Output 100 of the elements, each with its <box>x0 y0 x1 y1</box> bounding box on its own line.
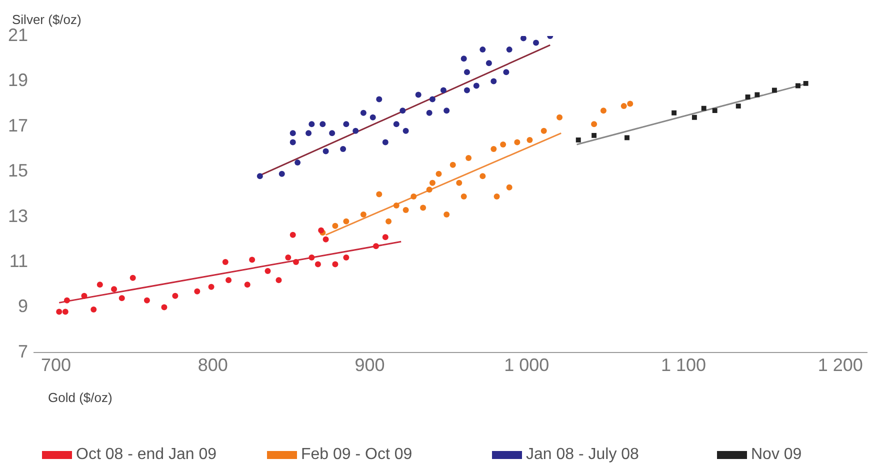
point <box>56 308 62 315</box>
point <box>520 36 526 42</box>
y-tick-label: 17 <box>8 115 28 136</box>
point <box>343 254 350 260</box>
point <box>111 286 118 292</box>
point <box>264 268 271 274</box>
point <box>526 136 533 143</box>
point <box>592 132 597 138</box>
x-tick-label: 1 200 <box>818 355 863 376</box>
point <box>480 173 486 180</box>
point <box>222 259 228 265</box>
point <box>473 82 480 89</box>
point <box>172 292 178 299</box>
point <box>318 227 324 234</box>
point <box>420 204 426 211</box>
point <box>343 218 350 224</box>
y-tick-label: 15 <box>8 160 28 181</box>
x-axis-title: Gold ($/oz) <box>48 390 112 405</box>
point <box>692 114 697 120</box>
legend-label: Nov 09 <box>751 446 802 464</box>
point <box>500 141 506 148</box>
point <box>440 87 446 94</box>
point <box>429 96 436 102</box>
point <box>290 139 296 146</box>
point <box>464 69 470 76</box>
point <box>410 193 417 200</box>
point <box>620 103 627 110</box>
point <box>450 162 456 168</box>
x-tick-label: 900 <box>354 355 385 376</box>
point <box>226 277 232 284</box>
point <box>402 207 409 214</box>
point <box>460 193 467 200</box>
point <box>370 114 376 120</box>
point <box>64 297 70 304</box>
point <box>415 92 422 98</box>
point <box>276 277 282 284</box>
point <box>278 170 285 177</box>
y-tick-label: 11 <box>9 250 28 271</box>
point <box>376 96 382 102</box>
point <box>256 173 263 180</box>
point <box>712 108 718 114</box>
point <box>352 128 359 134</box>
x-tick-label: 700 <box>40 355 72 376</box>
point <box>745 94 750 100</box>
point <box>402 128 409 134</box>
point <box>382 234 388 240</box>
x-tick-label: 1 100 <box>660 355 706 376</box>
point <box>340 146 346 152</box>
point <box>556 114 563 120</box>
point <box>144 297 150 304</box>
point <box>426 186 432 193</box>
point <box>118 295 125 302</box>
point <box>503 69 510 76</box>
point <box>386 218 392 224</box>
point <box>514 139 520 146</box>
point <box>393 121 400 128</box>
point <box>314 261 321 268</box>
point <box>736 104 741 109</box>
point <box>290 232 296 238</box>
point <box>382 139 388 146</box>
point <box>322 236 329 242</box>
point <box>306 130 312 136</box>
point <box>285 254 292 260</box>
point <box>624 135 630 140</box>
point <box>332 261 338 268</box>
point <box>292 259 299 265</box>
point <box>426 110 432 116</box>
point <box>81 292 88 299</box>
point <box>360 110 366 116</box>
legend-label: Feb 09 - Oct 09 <box>301 446 412 464</box>
point <box>672 110 677 116</box>
x-tick-label: 1 000 <box>504 355 550 376</box>
point <box>244 282 250 288</box>
point <box>249 256 256 263</box>
point <box>506 46 512 53</box>
point <box>576 137 581 142</box>
point <box>444 108 450 114</box>
point <box>591 121 598 128</box>
point <box>466 155 472 162</box>
point <box>444 212 450 218</box>
y-tick-label: 13 <box>8 206 28 226</box>
point <box>329 130 336 136</box>
point <box>393 202 400 208</box>
legend-label: Oct 08 - end Jan 09 <box>76 446 217 464</box>
point <box>796 83 800 88</box>
point <box>400 108 406 114</box>
point <box>486 60 492 66</box>
point <box>506 184 512 190</box>
point <box>320 121 326 128</box>
point <box>803 80 808 86</box>
point <box>308 121 315 128</box>
point <box>540 128 547 134</box>
point <box>294 160 301 166</box>
y-tick-label: 19 <box>8 70 28 90</box>
point <box>464 87 470 94</box>
x-tick-label: 800 <box>198 355 228 376</box>
point <box>373 243 379 250</box>
point <box>456 180 462 186</box>
point <box>130 274 136 281</box>
y-axis-title: Silver ($/oz) <box>12 12 82 27</box>
